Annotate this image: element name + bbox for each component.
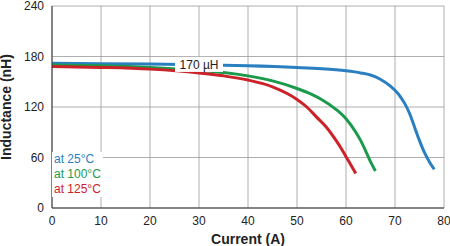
svg-text:70: 70 (388, 214, 402, 228)
html-text:at 100°C: at 100°C (54, 167, 101, 181)
svg-text:240: 240 (24, 0, 44, 13)
svg-text:180: 180 (24, 50, 44, 64)
svg-text:30: 30 (192, 214, 206, 228)
html-text:at 25°C: at 25°C (54, 152, 95, 166)
svg-text:80: 80 (437, 214, 442, 228)
svg-text:60: 60 (31, 151, 45, 165)
svg-text:170 µH: 170 µH (180, 58, 219, 72)
svg-text:20: 20 (143, 214, 157, 228)
svg-text:0: 0 (37, 201, 44, 215)
html-text:at 125°C: at 125°C (54, 182, 101, 196)
svg-text:60: 60 (339, 214, 353, 228)
svg-text:0: 0 (49, 214, 56, 228)
svg-text:50: 50 (290, 214, 304, 228)
svg-text:10: 10 (94, 214, 108, 228)
svg-text:120: 120 (24, 100, 44, 114)
svg-text:Inductance (nH): Inductance (nH) (8, 54, 14, 160)
svg-text:40: 40 (241, 214, 255, 228)
svg-text:Current (A): Current (A) (211, 231, 285, 246)
